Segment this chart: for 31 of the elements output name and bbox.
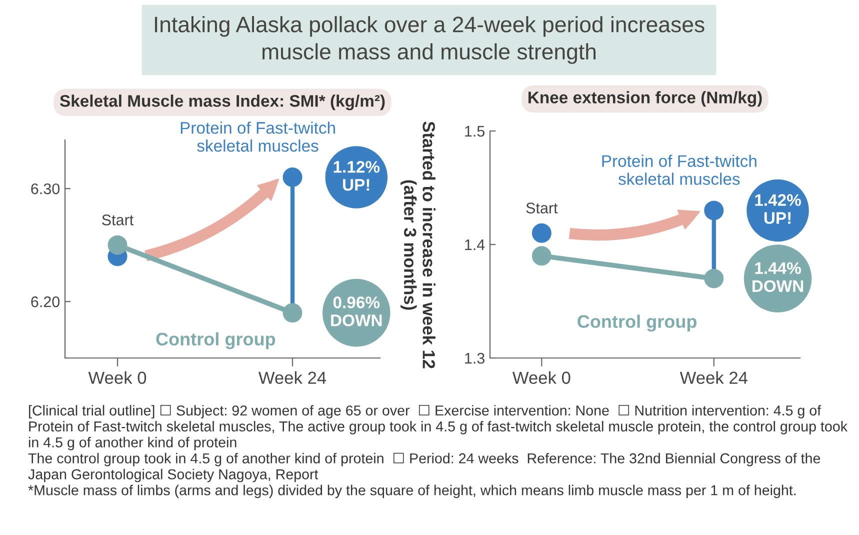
series-label: Control group (578, 314, 696, 332)
x-tick-label: Week 24 (680, 371, 748, 384)
y-tick-label: 1.4 (465, 240, 485, 250)
point (532, 223, 552, 243)
y-tick-label: 6.20 (31, 296, 60, 308)
point (282, 303, 302, 323)
annotation: 1.12% UP! (334, 160, 380, 191)
x-tick-label: Week 0 (88, 371, 146, 384)
point (704, 200, 724, 220)
annotation: 1.42% UP! (755, 194, 801, 224)
text: Protein of Fast-twitch skeletal muscles (602, 154, 756, 185)
point (704, 268, 724, 288)
y-tick-label: 6.30 (31, 183, 60, 194)
point (532, 246, 552, 266)
text: [Clinical trial outline] ☐ Subject: 92 women of age 65 or over ☐ Exercise intervention: None ☐ Nutrition intervention: 4.5 g of Protein of Fast-twitch skeletal muscles, The active group took in 4.5 g of fast-twitch skeletal muscle protein, the control group took in 4.5 g of another kind of protein The control group took in 4.5 g of another kind of protein ☐ Period: 24 weeks Reference: The 32nd Biennial Congress of the Japan Gerontological Society Nagoya, Report *Muscle mass of limbs (arms and legs) divided by the square of height, which means limb muscle mass per 1 m of height. (28, 405, 848, 498)
point (282, 168, 302, 188)
chart-title: Skeletal Muscle mass Index: SMI* (kg/m²) (60, 94, 385, 110)
point (108, 235, 128, 255)
y-tick-label: 1.5 (465, 126, 484, 137)
x-tick-label: Week 0 (512, 371, 570, 384)
annotation: 1.44% DOWN (752, 262, 804, 292)
series-label: Control group (156, 332, 276, 350)
annotation: 0.96% DOWN (331, 296, 382, 326)
text: Started to increase in week 12 (after 3 months) (400, 122, 436, 368)
chart-title: Knee extension force (Nm/kg) (528, 91, 762, 107)
annotation: Start (526, 202, 558, 214)
text: Intaking Alaska pollack over a 24-week period increases muscle mass and muscle strength (154, 16, 704, 64)
text: Protein of Fast-twitch skeletal muscles (180, 122, 335, 152)
x-tick-label: Week 24 (258, 371, 326, 384)
y-tick-label: 1.3 (465, 352, 484, 364)
annotation: Start (102, 214, 134, 226)
